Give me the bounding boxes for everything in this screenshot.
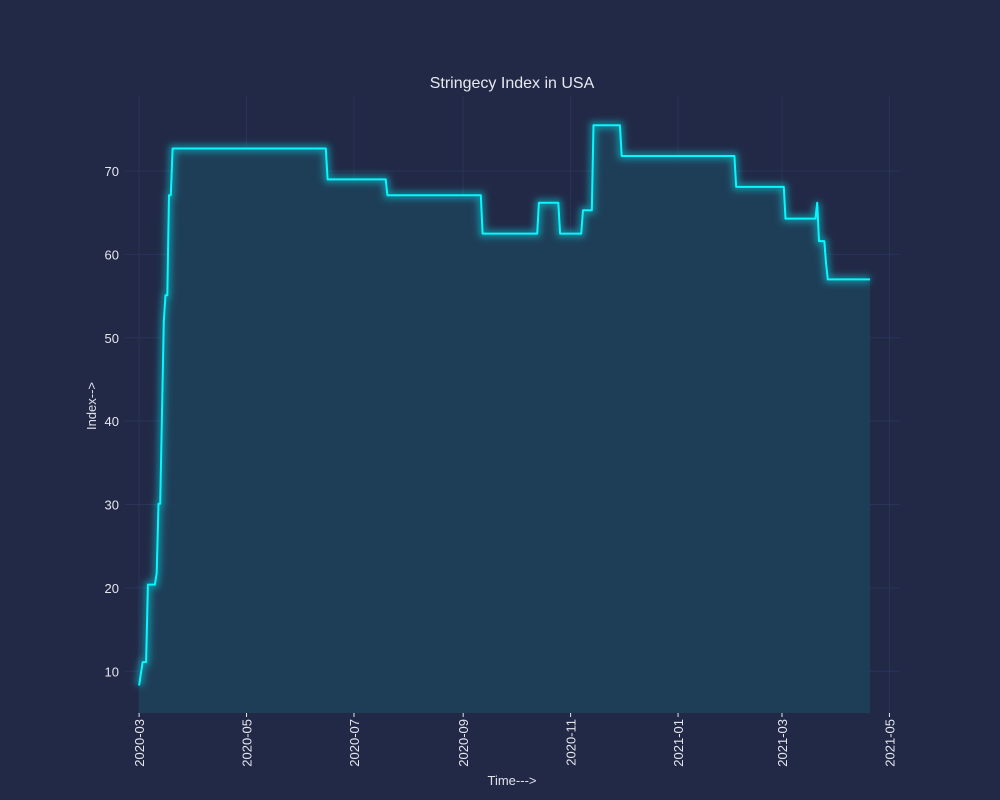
x-axis-label: Time--->: [488, 773, 537, 788]
x-tick-label: 2021-01: [671, 719, 686, 767]
x-tick-label: 2020-09: [456, 719, 471, 767]
y-tick-label: 30: [105, 498, 119, 513]
y-tick-label: 50: [105, 331, 119, 346]
tick-labels: 10 20 30 40 50 60 70 2020-03 2020-05 2020-07 2020-…: [105, 164, 898, 767]
x-tick-label: 2021-05: [882, 719, 897, 767]
series-line: [135, 121, 871, 687]
y-tick-label: 20: [105, 581, 119, 596]
chart-title: Stringecy Index in USA: [430, 75, 595, 92]
y-tick-label: 70: [105, 164, 119, 179]
x-tick-label: 2020-11: [564, 719, 579, 766]
x-tick-label: 2021-03: [775, 719, 790, 767]
y-tick-label: 10: [105, 664, 119, 679]
x-tick-label: 2020-03: [132, 719, 147, 767]
area-fill: [139, 125, 871, 713]
x-tick-label: 2020-07: [347, 719, 362, 767]
series-line-path: [138, 124, 871, 686]
y-tick-label: 40: [105, 414, 119, 429]
area-fill-shape: [139, 125, 871, 713]
y-axis-label: Index-->: [84, 382, 99, 430]
y-tick-label: 60: [105, 247, 119, 262]
x-tick-label: 2020-05: [240, 719, 255, 767]
